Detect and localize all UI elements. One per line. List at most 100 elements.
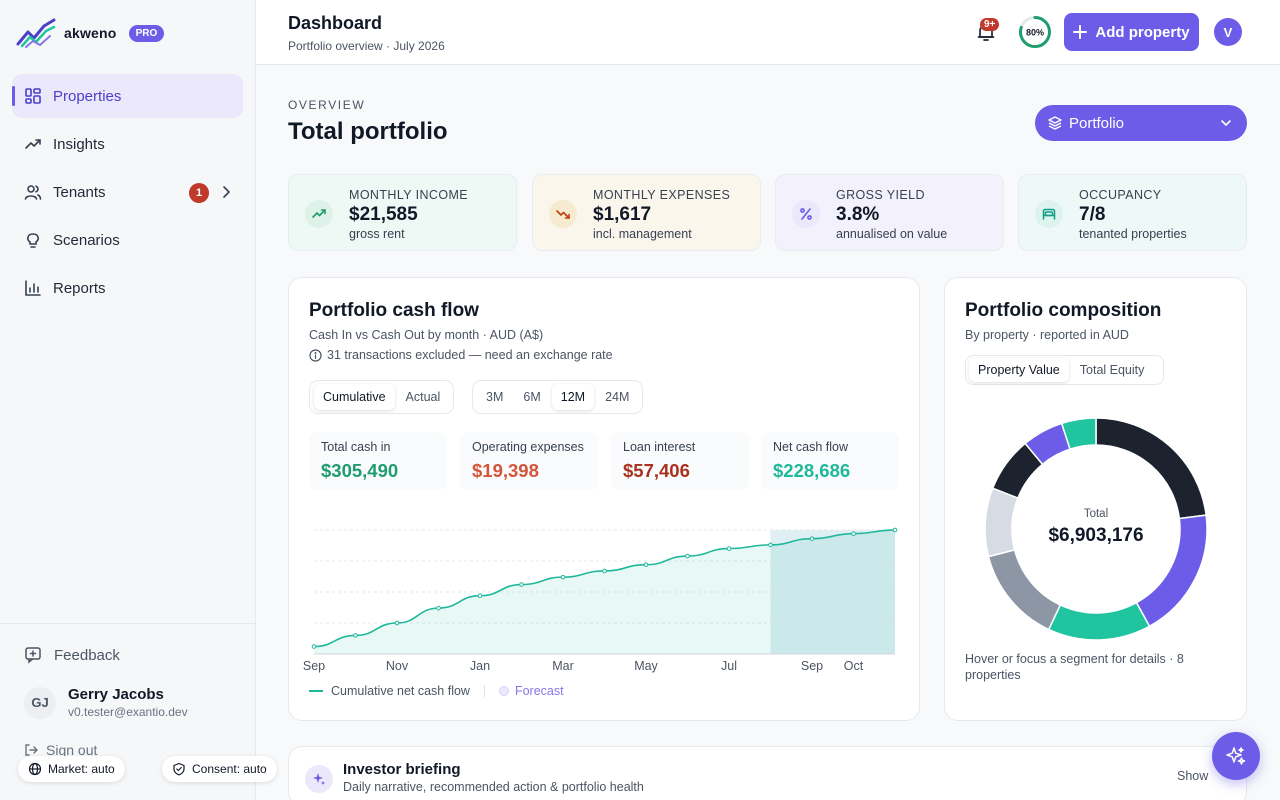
data-point-5[interactable] (519, 582, 524, 587)
kpi-sub: incl. management (593, 227, 692, 241)
donut-segment-7[interactable] (1060, 418, 1097, 451)
kpi-occupancy: OCCUPANCY 7/8 tenanted properties (1018, 174, 1247, 251)
info-icon (309, 348, 322, 362)
layers-icon (1048, 116, 1062, 130)
consent-pill[interactable]: Consent: auto (162, 756, 277, 782)
stat-value: $228,686 (773, 460, 851, 481)
cashflow-card: Portfolio cash flow Cash In vs Cash Out … (288, 277, 920, 721)
ai-assistant-button[interactable] (1212, 732, 1260, 780)
add-property-label: Add property (1095, 23, 1190, 41)
composition-title: Portfolio composition (965, 300, 1162, 321)
legend-forecast-label[interactable]: Forecast (514, 684, 564, 698)
donut-segment-0[interactable] (1095, 418, 1207, 520)
portfolio-selector[interactable]: Portfolio (1035, 105, 1247, 141)
sidebar-item-insights[interactable]: Insights (12, 122, 243, 166)
trend-up-icon (25, 139, 41, 149)
market-label: Market: auto (48, 762, 115, 776)
range-12m[interactable]: 12M (551, 384, 595, 410)
trend-down-icon (556, 210, 570, 219)
legend-forecast-swatch (498, 686, 509, 696)
data-point-10[interactable] (726, 546, 732, 551)
cashflow-chart[interactable]: Sep Nov Jan Mar May Jul Sep Oct (289, 508, 921, 678)
donut-segment-2[interactable] (1047, 601, 1151, 640)
sidebar-item-tenants[interactable]: Tenants 1 (12, 170, 243, 214)
shield-check-icon (173, 762, 185, 776)
section-title: Total portfolio (288, 118, 448, 145)
data-point-2[interactable] (394, 620, 400, 626)
sign-out-icon (25, 744, 38, 756)
range-toggle: 3M 6M 12M 24M (472, 380, 644, 414)
kpi-label: MONTHLY EXPENSES (593, 188, 731, 202)
data-point-6[interactable] (560, 574, 566, 580)
sidebar-item-label: Scenarios (53, 231, 120, 249)
completion-ring[interactable]: 80% (1018, 15, 1052, 49)
donut-segment-3[interactable] (987, 548, 1062, 631)
data-point-4[interactable] (477, 593, 483, 599)
chevron-right-icon[interactable] (217, 183, 235, 201)
plus-icon (1073, 25, 1088, 39)
kpi-value: 3.8% (836, 204, 880, 225)
x-tick-label: Sep (801, 659, 823, 673)
briefing-toggle[interactable]: Show (1177, 769, 1209, 783)
data-point-11[interactable] (768, 542, 773, 548)
notification-badge: 9+ (980, 18, 1000, 31)
brand-name: akweno (64, 25, 117, 41)
data-point-3[interactable] (436, 605, 441, 611)
range-3m[interactable]: 3M (486, 390, 504, 404)
stat-value: $305,490 (321, 460, 399, 481)
composition-donut[interactable] (985, 418, 1207, 640)
tab-property-value[interactable]: Property Value (969, 358, 1069, 382)
sidebar-item-properties[interactable]: Properties (12, 74, 243, 118)
range-6m[interactable]: 6M (523, 390, 541, 404)
cashflow-title: Portfolio cash flow (309, 300, 479, 321)
feedback-label: Feedback (54, 646, 120, 664)
mode-cumulative[interactable]: Cumulative (314, 384, 395, 410)
top-bar: Dashboard Portfolio overview · July 2026… (256, 0, 1280, 65)
cashflow-area (314, 530, 895, 654)
stat-net-cash-flow: Net cash flow $228,686 (761, 432, 899, 490)
avatar: GJ (24, 686, 56, 719)
stat-value: $19,398 (472, 460, 539, 481)
data-point-9[interactable] (685, 553, 690, 559)
portfolio-selector-value: Portfolio (1069, 114, 1125, 132)
lightbulb-icon (27, 233, 39, 248)
kpi-label: OCCUPANCY (1079, 188, 1162, 202)
investor-briefing-card[interactable]: Investor briefing Daily narrative, recom… (288, 746, 1247, 800)
sidebar-item-reports[interactable]: Reports (12, 266, 243, 310)
stat-label: Net cash flow (773, 440, 849, 454)
main-nav: Properties Insights Tenants 1 Scenarios … (12, 74, 243, 314)
data-point-8[interactable] (643, 562, 649, 568)
data-point-7[interactable] (602, 568, 607, 574)
data-point-13[interactable] (851, 531, 856, 537)
sign-out-link[interactable]: Sign out (24, 742, 97, 758)
donut-center-label: Total (1083, 508, 1109, 520)
sidebar-item-scenarios[interactable]: Scenarios (12, 218, 243, 262)
data-point-14[interactable] (892, 527, 898, 533)
kpi-monthly-expenses: MONTHLY EXPENSES $1,617 incl. management (532, 174, 761, 251)
data-point-0[interactable] (311, 644, 317, 649)
data-point-12[interactable] (809, 536, 815, 541)
tab-total-equity[interactable]: Total Equity (1079, 363, 1145, 377)
section-eyebrow: OVERVIEW (288, 98, 366, 112)
market-pill[interactable]: Market: auto (18, 756, 125, 782)
data-point-1[interactable] (353, 633, 358, 638)
sidebar-item-label: Insights (53, 135, 105, 153)
brand[interactable]: akweno PRO (16, 18, 165, 48)
x-tick-label: Sep (303, 659, 325, 673)
user-name: Gerry Jacobs (68, 686, 164, 703)
add-property-button[interactable]: Add property (1064, 13, 1199, 51)
x-tick-label: Oct (844, 659, 864, 673)
user-profile[interactable]: GJ Gerry Jacobs v0.tester@exantio.dev (24, 686, 188, 719)
sidebar-item-label: Properties (53, 87, 122, 105)
user-avatar[interactable]: V (1214, 18, 1242, 46)
feedback-link[interactable]: Feedback (24, 646, 120, 664)
x-tick-label: May (634, 659, 658, 673)
range-24m[interactable]: 24M (605, 390, 630, 404)
mode-actual[interactable]: Actual (405, 390, 441, 404)
kpi-sub: tenanted properties (1079, 227, 1187, 241)
kpi-monthly-income: MONTHLY INCOME $21,585 gross rent (288, 174, 517, 251)
logo-icon (16, 18, 56, 48)
kpi-icon (1035, 200, 1063, 228)
legend-divider (483, 685, 485, 697)
sidebar-item-label: Tenants (53, 183, 106, 201)
